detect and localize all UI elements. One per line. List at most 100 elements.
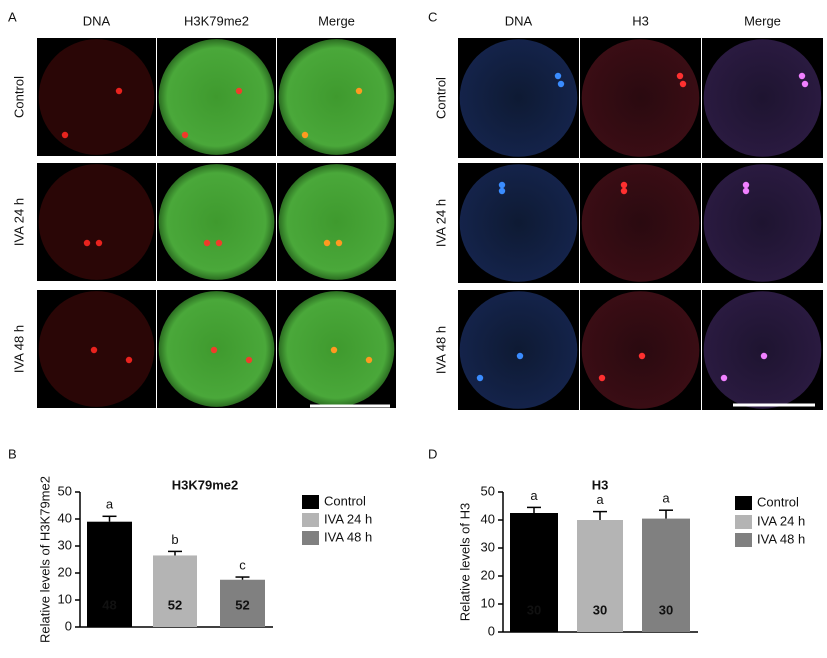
chromatin-dot <box>498 187 506 195</box>
chromatin-dot <box>90 346 98 354</box>
panel-label: D <box>428 446 437 461</box>
column-header: H3K79me2 <box>184 13 249 28</box>
oocyte <box>703 39 822 157</box>
oocyte <box>158 39 275 155</box>
column-header: DNA <box>505 13 533 28</box>
oocyte <box>581 164 700 282</box>
chromatin-dot <box>95 239 103 247</box>
oocyte <box>581 291 700 409</box>
sample-size: 52 <box>168 597 182 612</box>
chromatin-dot <box>83 239 91 247</box>
oocyte <box>158 164 275 280</box>
row-label: IVA 48 h <box>433 326 448 374</box>
oocyte <box>459 164 578 282</box>
y-tick-label: 0 <box>65 618 72 633</box>
sample-size: 30 <box>593 602 607 617</box>
oocyte <box>38 164 155 280</box>
legend-label: IVA 48 h <box>757 531 805 546</box>
column-header: Merge <box>318 13 355 28</box>
y-tick-label: 20 <box>481 567 495 582</box>
significance-letter: a <box>662 491 670 506</box>
legend-label: IVA 48 h <box>324 529 372 544</box>
oocyte <box>38 39 155 155</box>
sample-size: 48 <box>102 597 116 612</box>
chromatin-dot <box>181 131 189 139</box>
panel-label: B <box>8 446 17 461</box>
oocyte <box>703 291 822 409</box>
chromatin-dot <box>245 356 253 364</box>
chromatin-dot <box>598 374 606 382</box>
significance-letter: a <box>596 492 604 507</box>
oocyte <box>278 164 395 280</box>
legend-label: Control <box>324 493 366 508</box>
bar <box>577 520 623 632</box>
bar <box>642 518 690 632</box>
chromatin-dot <box>235 87 243 95</box>
chart-title: H3K79me2 <box>172 477 239 492</box>
row-label: Control <box>11 76 26 118</box>
chromatin-dot <box>61 131 69 139</box>
legend-swatch <box>302 495 319 509</box>
significance-letter: a <box>530 488 538 503</box>
y-tick-label: 30 <box>481 539 495 554</box>
legend-swatch <box>302 531 319 545</box>
chromatin-dot <box>679 80 687 88</box>
panel-label: A <box>8 9 17 24</box>
chromatin-dot <box>323 239 331 247</box>
chromatin-dot <box>125 356 133 364</box>
chart-title: H3 <box>592 477 609 492</box>
chromatin-dot <box>115 87 123 95</box>
legend-swatch <box>735 515 752 529</box>
chromatin-dot <box>476 374 484 382</box>
oocyte <box>459 39 578 157</box>
chromatin-dot <box>760 352 768 360</box>
panel-label: C <box>428 9 437 24</box>
legend-label: Control <box>757 494 799 509</box>
chromatin-dot <box>498 181 506 189</box>
row-label: IVA 24 h <box>433 199 448 247</box>
sample-size: 30 <box>659 602 673 617</box>
bar <box>220 579 265 627</box>
y-axis-label: Relative levels of H3K79me2 <box>37 476 52 643</box>
significance-letter: b <box>171 532 178 547</box>
y-tick-label: 40 <box>58 510 72 525</box>
oocyte <box>459 291 578 409</box>
y-tick-label: 20 <box>58 564 72 579</box>
oocyte <box>581 39 700 157</box>
chromatin-dot <box>215 239 223 247</box>
row-label: IVA 48 h <box>11 325 26 373</box>
bar <box>87 521 132 627</box>
chromatin-dot <box>335 239 343 247</box>
legend-swatch <box>735 496 752 510</box>
chromatin-dot <box>554 72 562 80</box>
chromatin-dot <box>620 187 628 195</box>
y-tick-label: 0 <box>488 623 495 638</box>
significance-letter: c <box>239 557 246 572</box>
column-header: DNA <box>83 13 111 28</box>
chromatin-dot <box>365 356 373 364</box>
y-tick-label: 10 <box>58 591 72 606</box>
chromatin-dot <box>301 131 309 139</box>
column-header: H3 <box>632 13 649 28</box>
chromatin-dot <box>742 181 750 189</box>
chromatin-dot <box>742 187 750 195</box>
legend-swatch <box>302 513 319 527</box>
chromatin-dot <box>638 352 646 360</box>
significance-letter: a <box>106 497 114 512</box>
y-tick-label: 50 <box>58 483 72 498</box>
y-axis-label: Relative levels of H3 <box>457 503 472 622</box>
chromatin-dot <box>676 72 684 80</box>
chromatin-dot <box>798 72 806 80</box>
y-tick-label: 50 <box>481 483 495 498</box>
row-label: Control <box>433 77 448 119</box>
chromatin-dot <box>516 352 524 360</box>
sample-size: 30 <box>527 602 541 617</box>
legend-swatch <box>735 533 752 547</box>
legend-label: IVA 24 h <box>324 511 372 526</box>
column-header: Merge <box>744 13 781 28</box>
legend-label: IVA 24 h <box>757 513 805 528</box>
y-tick-label: 10 <box>481 595 495 610</box>
sample-size: 52 <box>235 597 249 612</box>
y-tick-label: 30 <box>58 537 72 552</box>
